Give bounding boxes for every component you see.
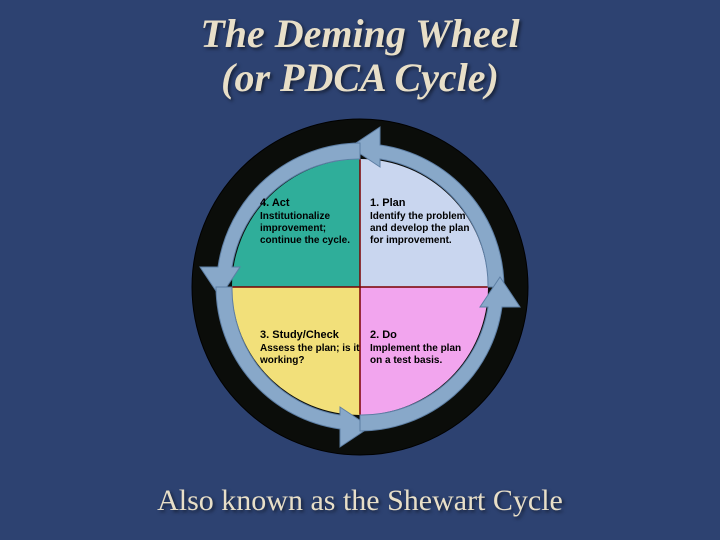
text-study: 3. Study/Check Assess the plan; is it wo…: [260, 329, 360, 367]
pdca-wheel: 4. Act Institutionalize improvement; con…: [190, 117, 530, 457]
body-act: Institutionalize improvement; continue t…: [260, 211, 360, 247]
wheel-svg: [190, 117, 530, 457]
footer-text: Also known as the Shewart Cycle: [0, 484, 720, 518]
heading-study: 3. Study/Check: [260, 329, 360, 342]
body-plan: Identify the problem and develop the pla…: [370, 211, 470, 247]
text-plan: 1. Plan Identify the problem and develop…: [370, 197, 470, 247]
heading-do: 2. Do: [370, 329, 470, 342]
text-act: 4. Act Institutionalize improvement; con…: [260, 197, 360, 247]
text-do: 2. Do Implement the plan on a test basis…: [370, 329, 470, 367]
body-do: Implement the plan on a test basis.: [370, 343, 470, 367]
page-title: The Deming Wheel (or PDCA Cycle): [0, 0, 720, 100]
heading-act: 4. Act: [260, 197, 360, 210]
title-line-1: The Deming Wheel: [200, 11, 519, 56]
title-line-2: (or PDCA Cycle): [221, 55, 499, 100]
heading-plan: 1. Plan: [370, 197, 470, 210]
body-study: Assess the plan; is it working?: [260, 343, 360, 367]
